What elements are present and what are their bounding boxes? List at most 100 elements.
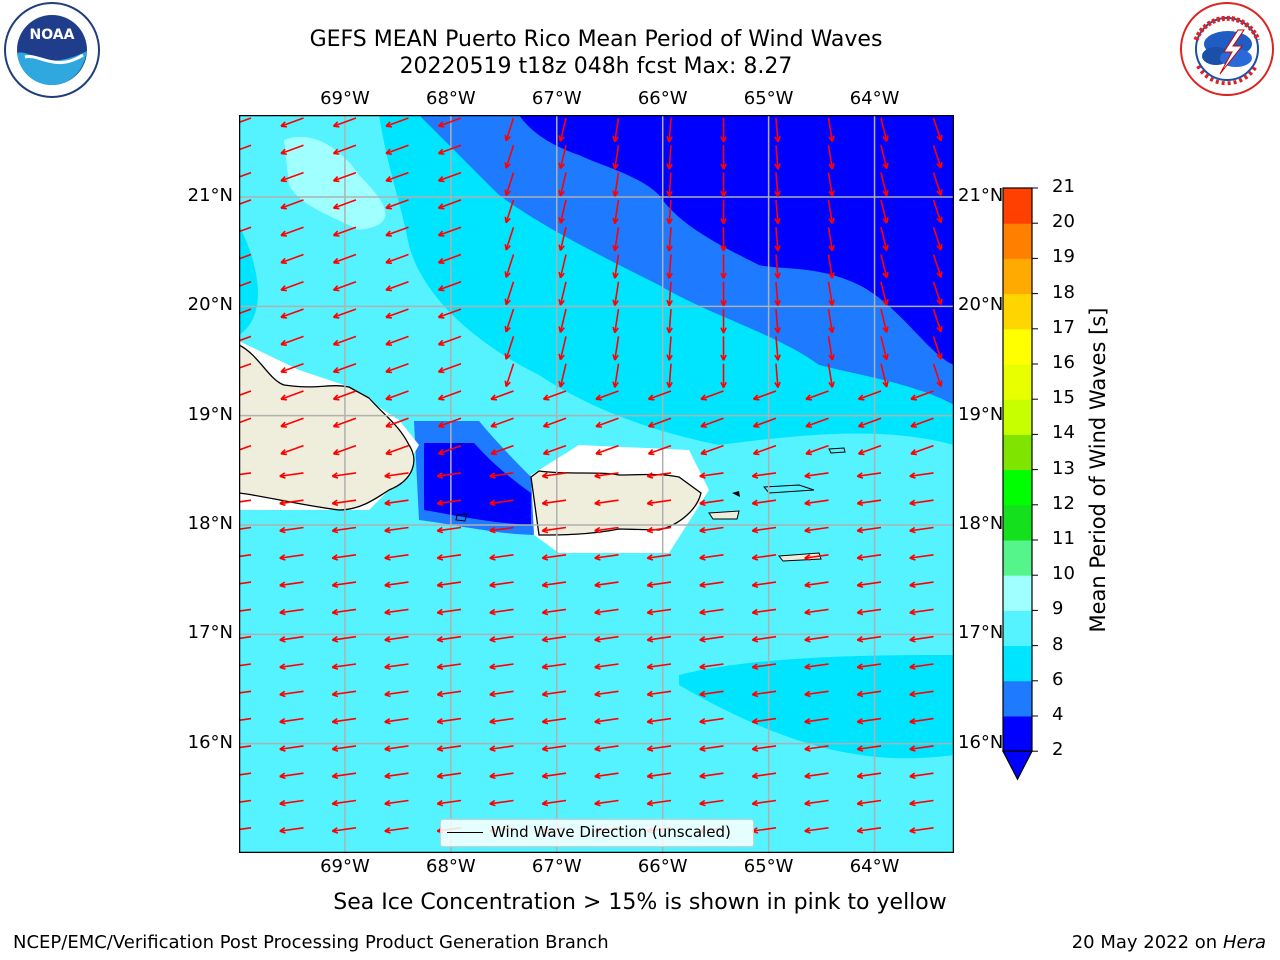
wind-wave-vector [594,663,619,670]
wind-wave-vector [542,390,567,401]
wind-wave-vector [594,745,619,752]
colorbar [1002,187,1038,781]
wind-wave-vector [385,226,409,237]
wind-wave-vector [385,308,409,319]
wind-wave-vector [720,336,727,361]
colorbar-segment [1003,223,1032,259]
wind-wave-vector [504,254,515,278]
footer-credit: NCEP/EMC/Verification Post Processing Pr… [13,932,609,953]
wind-wave-vector [612,308,620,334]
colorbar-tick-label: 8 [1052,633,1064,655]
colorbar-tick-label: 19 [1052,246,1075,268]
wind-wave-vector [558,254,567,279]
wind-wave-vector [332,253,357,265]
lon-tick-bottom: 68°W [425,856,476,877]
wind-wave-vector [437,417,462,428]
wind-wave-vector [332,417,357,428]
wind-wave-vector [504,336,515,360]
wind-wave-vector [666,254,673,279]
wind-wave-vector [751,635,777,643]
wind-wave-vector [436,745,462,752]
wind-wave-vector [437,117,462,128]
wind-wave-vector [594,690,619,698]
wind-wave-vector [666,117,673,143]
wind-wave-vector [856,690,882,698]
wind-wave-vector [774,199,781,225]
wind-wave-vector [490,390,514,401]
wind-wave-vector [437,281,462,292]
wind-wave-vector [541,608,567,616]
wind-wave-vector [932,336,943,360]
wind-wave-vector [385,281,409,292]
wind-wave-vector [331,717,357,725]
wind-wave-vector [804,581,829,589]
colorbar-tick-label: 18 [1052,281,1075,303]
colorbar-segment [1003,258,1032,295]
wind-wave-vector [804,827,829,834]
wind-wave-vector [541,690,567,698]
wind-wave-vector [489,472,514,479]
wind-wave-vector [752,444,777,456]
wind-wave-vector [331,472,357,479]
wind-wave-vector [436,526,462,534]
wind-wave-vector [332,117,357,128]
noaa-logo-text: NOAA [30,27,75,43]
wind-wave-vector [437,253,462,265]
wind-wave-map [226,114,955,862]
wind-wave-vector [612,145,620,170]
wind-wave-vector [332,171,357,183]
colorbar-tick-label: 20 [1052,211,1075,233]
wind-wave-vector [804,745,829,752]
wind-wave-vector [699,472,724,479]
wind-wave-vector [932,363,943,388]
wind-wave-vector [279,690,304,698]
wind-wave-vector [857,390,882,401]
wind-wave-vector [932,281,943,306]
nws-logo [1176,0,1278,98]
colorbar-segment [1003,645,1032,682]
wind-wave-vector [909,526,934,534]
colorbar-segment [1003,293,1032,330]
wind-wave-vector [332,390,357,401]
colorbar-tick-label: 9 [1052,598,1064,620]
wind-wave-vector [436,581,462,589]
wind-wave-vector [909,745,934,752]
wind-wave-vector [646,799,672,807]
wind-wave-vector [804,772,829,780]
wind-wave-vector [612,363,620,388]
wind-wave-vector [909,472,934,479]
wind-wave-vector [646,690,672,698]
colorbar-segment [1003,434,1032,471]
wind-wave-vector [436,608,462,616]
wind-wave-vector [909,608,934,616]
wind-wave-vector [489,581,514,589]
wind-wave-vector [331,608,357,616]
wind-wave-vector [541,554,567,561]
wind-wave-vector [827,281,835,306]
colorbar-segment [1003,610,1032,647]
wind-wave-vector [279,663,304,670]
colorbar-tick-label: 12 [1052,492,1075,514]
chart-subtitle: 20220519 t18z 048h fcst Max: 8.27 [399,54,793,79]
lat-tick-left: 17°N [187,622,233,644]
map-legend: Wind Wave Direction (unscaled) [440,819,754,847]
wind-wave-vector [805,390,829,401]
wind-wave-vector [720,281,727,307]
wind-wave-vector [909,690,934,698]
lat-tick-right: 18°N [958,513,1004,534]
wind-wave-vector [856,581,882,589]
wind-wave-vector [332,444,357,456]
wind-wave-vector [720,145,727,170]
wind-wave-vector [385,417,409,428]
band-8-9s [284,136,386,230]
wind-wave-vector [504,226,515,251]
wind-wave-vector [385,117,409,128]
wind-wave-vector [880,227,889,252]
wind-wave-vector [774,363,781,389]
map-border [238,114,955,854]
wind-wave-vector [436,690,462,698]
wind-wave-vector [856,717,882,725]
wind-wave-vector [332,144,357,155]
lat-tick-right: 16°N [958,731,1004,753]
colorbar-tick-label: 2 [1052,739,1064,761]
